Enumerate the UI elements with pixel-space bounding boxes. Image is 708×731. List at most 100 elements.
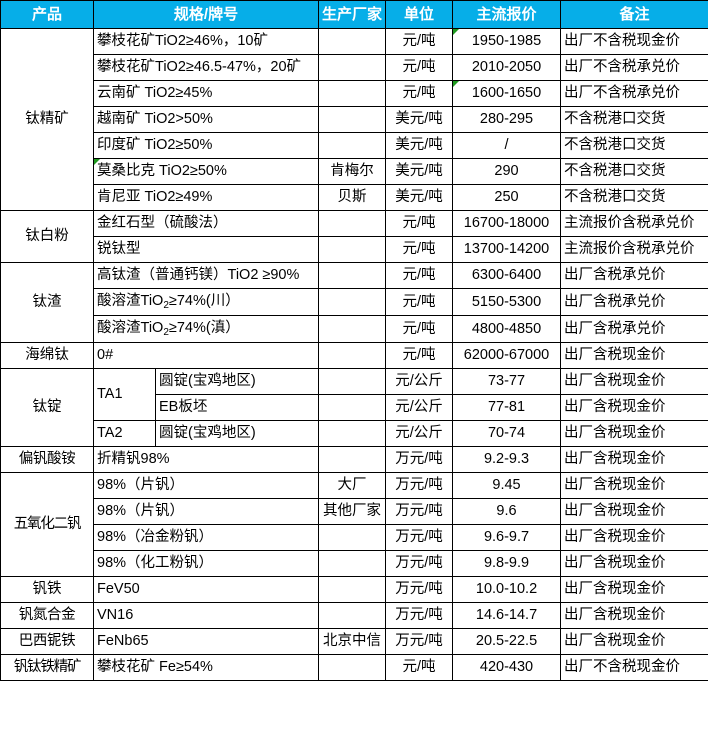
remark-cell: 出厂含税现金价 [560,394,708,421]
remark-cell: 出厂不含税承兑价 [560,80,708,107]
spec-cell: 攀枝花矿TiO2≥46%，10矿 [92,28,320,55]
table-row: 钛精矿 攀枝花矿TiO2≥46%，10矿 元/吨 1950-1985 出厂不含税现金价 [0,28,708,211]
price-cell: 10.0-10.2 [452,576,562,603]
table-row: 钛渣 高钛渣（普通钙镁）TiO2 ≥90% 元/吨 6300-6400 出厂含税承兑价 [0,262,708,343]
price-cell: 2010-2050 [452,54,562,81]
maker-cell [318,236,387,263]
table-row: 攀枝花矿TiO2≥46.5-47%，20矿 元/吨 2010-2050 出厂不含税承兑… [1,54,708,81]
table-row: 五氧化二钒 98%（片钒） 大厂 万元/吨 9.45 出厂含税现金价 [0,472,708,577]
spec-cell: 云南矿 TiO2≥45% [92,80,320,107]
remark-cell: 出厂含税现金价 [560,342,708,369]
maker-cell [318,524,387,551]
table-row: 巴西铌铁 FeNb65 北京中信 万元/吨 20.5-22.5 出厂含税现金价 [0,628,708,655]
unit-cell: 元/公斤 [385,394,454,421]
header-remark[interactable]: 备注 [560,0,708,29]
table-row: TA2 圆锭(宝鸡地区) 元/公斤 70-74 出厂含税现金价 [1,420,708,447]
remark-cell: 出厂不含税现金价 [560,28,708,55]
price-cell: 1600-1650 [452,80,562,107]
price-cell: 9.6 [452,498,562,525]
maker-cell [318,342,387,369]
remark-cell: 出厂含税现金价 [560,446,708,473]
table-row: 莫桑比克 TiO2≥50% 肯梅尔 美元/吨 290 不含税港口交货 [1,158,708,185]
price-cell: 290 [452,158,562,185]
remark-cell: 出厂不含税现金价 [560,654,708,681]
table-row: 98%（片钒） 其他厂家 万元/吨 9.6 出厂含税现金价 [1,498,708,525]
unit-cell: 万元/吨 [385,524,454,551]
table-row: 98%（化工粉钒） 万元/吨 9.8-9.9 出厂含税现金价 [1,550,708,577]
price-cell: 9.45 [452,472,562,499]
header-unit[interactable]: 单位 [385,0,454,29]
product-group-label: 钛白粉 [0,210,94,263]
price-cell: 4800-4850 [452,315,562,343]
product-group-label: 海绵钛 [0,342,94,369]
price-cell: 420-430 [452,654,562,681]
unit-cell: 元/吨 [385,262,454,289]
remark-cell: 主流报价含税承兑价 [560,236,708,263]
price-cell: 62000-67000 [452,342,562,369]
header-product[interactable]: 产品 [0,0,94,29]
remark-cell: 不含税港口交货 [560,106,708,133]
product-group-label: 钒氮合金 [0,602,94,629]
unit-cell: 万元/吨 [385,472,454,499]
unit-cell: 万元/吨 [385,628,454,655]
table-row: EB板坯 元/公斤 77-81 出厂含税现金价 [1,394,708,421]
spec-cell: FeV50 [92,576,320,603]
remark-cell: 出厂含税承兑价 [560,288,708,316]
remark-cell: 出厂含税现金价 [560,368,708,395]
unit-cell: 元/吨 [385,28,454,55]
spec-cell: 高钛渣（普通钙镁）TiO2 ≥90% [92,262,320,289]
maker-cell [318,550,387,577]
unit-cell: 元/吨 [385,342,454,369]
maker-cell [318,315,387,343]
header-spec[interactable]: 规格/牌号 [92,0,320,29]
table-row: 98%（冶金粉钒） 万元/吨 9.6-9.7 出厂含税现金价 [1,524,708,551]
spec-cell: 98%（化工粉钒） [92,550,320,577]
spec-cell: 金红石型（硫酸法） [92,210,320,237]
remark-cell: 出厂含税现金价 [560,550,708,577]
unit-cell: 美元/吨 [385,158,454,185]
unit-cell: 元/吨 [385,288,454,316]
grade-label: TA2 [93,420,156,447]
unit-cell: 元/公斤 [385,368,454,395]
price-cell: 16700-18000 [452,210,562,237]
spec-cell: 酸溶渣TiO2≥74%(川） [92,288,320,316]
spec-cell: 攀枝花矿 Fe≥54% [92,654,320,681]
price-cell: 280-295 [452,106,562,133]
product-group-label: 钛锭 [0,368,94,447]
spec-cell: 98%（片钒） [92,472,320,499]
spec-cell: 0# [92,342,320,369]
unit-cell: 元/吨 [385,210,454,237]
price-cell: 9.6-9.7 [452,524,562,551]
maker-cell [318,262,387,289]
price-cell: / [452,132,562,159]
unit-cell: 万元/吨 [385,550,454,577]
product-group-label: 钒钛铁精矿 [0,654,94,681]
remark-cell: 不含税港口交货 [560,158,708,185]
table-body: 钛精矿 攀枝花矿TiO2≥46%，10矿 元/吨 1950-1985 出厂不含税现金价攀… [0,28,708,681]
spec-cell: 98%（冶金粉钒） [92,524,320,551]
table-row: 钒钛铁精矿 攀枝花矿 Fe≥54% 元/吨 420-430 出厂不含税现金价 [0,654,708,681]
price-cell: 6300-6400 [452,262,562,289]
grade-label: TA1 [93,368,156,421]
maker-cell [318,654,387,681]
header-manufacturer[interactable]: 生产厂家 [318,0,387,29]
remark-cell: 出厂含税现金价 [560,498,708,525]
unit-cell: 万元/吨 [385,498,454,525]
table-row: 锐钛型 元/吨 13700-14200 主流报价含税承兑价 [1,236,708,263]
remark-cell: 出厂不含税承兑价 [560,54,708,81]
price-cell: 9.2-9.3 [452,446,562,473]
spec-cell: 98%（片钒） [92,498,320,525]
maker-cell [318,80,387,107]
maker-cell [318,446,387,473]
remark-cell: 出厂含税现金价 [560,602,708,629]
table-row: 云南矿 TiO2≥45% 元/吨 1600-1650 出厂不含税承兑价 [1,80,708,107]
spec-cell: 越南矿 TiO2>50% [92,106,320,133]
table-row: 海绵钛 0# 元/吨 62000-67000 出厂含税现金价 [0,342,708,369]
unit-cell: 元/公斤 [385,420,454,447]
maker-cell: 贝斯 [318,184,387,211]
spec-cell: 印度矿 TiO2≥50% [92,132,320,159]
header-price[interactable]: 主流报价 [452,0,562,29]
product-group-label: 钛渣 [0,262,94,343]
product-group-label: 偏钒酸铵 [0,446,94,473]
maker-cell [318,368,387,395]
